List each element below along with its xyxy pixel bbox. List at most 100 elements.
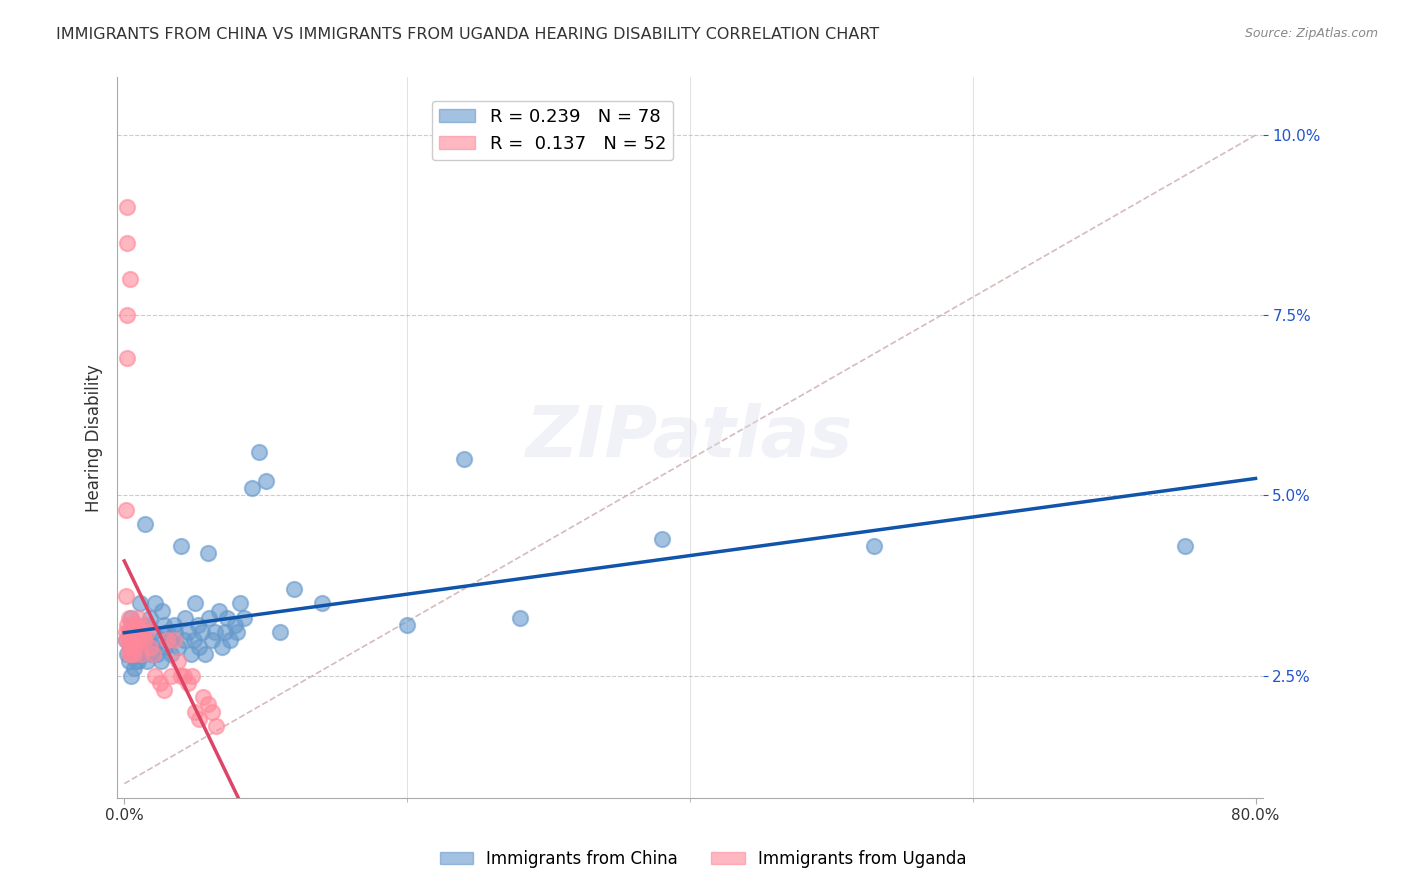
Immigrants from China <box>121 618 143 632</box>
Immigrants from China <box>129 647 152 661</box>
Immigrants from China <box>187 618 209 632</box>
Immigrants from China <box>211 640 233 654</box>
Immigrants from China <box>114 632 136 647</box>
Immigrants from China <box>233 611 256 625</box>
Immigrants from China <box>128 597 150 611</box>
Immigrants from China <box>156 625 179 640</box>
Immigrants from Uganda <box>141 647 163 661</box>
Immigrants from China <box>160 647 183 661</box>
Legend: R = 0.239   N = 78, R =  0.137   N = 52: R = 0.239 N = 78, R = 0.137 N = 52 <box>432 101 673 161</box>
Immigrants from Uganda <box>201 705 224 719</box>
Immigrants from China <box>122 625 145 640</box>
Immigrants from China <box>396 618 419 632</box>
Immigrants from Uganda <box>163 632 186 647</box>
Immigrants from Uganda <box>115 308 138 322</box>
Immigrants from Uganda <box>124 625 146 640</box>
Immigrants from China <box>167 640 190 654</box>
Immigrants from China <box>150 654 173 668</box>
Text: ZIPatlas: ZIPatlas <box>526 403 853 472</box>
Immigrants from Uganda <box>173 668 195 682</box>
Immigrants from China <box>152 604 174 618</box>
Immigrants from Uganda <box>181 668 204 682</box>
Immigrants from China <box>170 539 193 553</box>
Immigrants from China <box>180 647 202 661</box>
Immigrants from Uganda <box>128 632 150 647</box>
Immigrants from Uganda <box>132 632 155 647</box>
Immigrants from China <box>131 632 153 647</box>
Immigrants from China <box>311 597 333 611</box>
Immigrants from China <box>149 632 172 647</box>
Immigrants from China <box>120 668 142 682</box>
Immigrants from Uganda <box>134 618 156 632</box>
Immigrants from China <box>197 546 219 560</box>
Immigrants from Uganda <box>114 632 136 647</box>
Immigrants from China <box>135 654 157 668</box>
Immigrants from Uganda <box>115 351 138 366</box>
Immigrants from Uganda <box>125 618 148 632</box>
Immigrants from Uganda <box>145 668 167 682</box>
Immigrants from China <box>509 611 531 625</box>
Immigrants from China <box>229 597 252 611</box>
Immigrants from China <box>118 640 141 654</box>
Immigrants from Uganda <box>118 625 141 640</box>
Immigrants from China <box>125 640 148 654</box>
Immigrants from China <box>134 517 156 532</box>
Immigrants from China <box>173 632 195 647</box>
Immigrants from Uganda <box>120 618 142 632</box>
Immigrants from Uganda <box>118 640 141 654</box>
Immigrants from Uganda <box>156 632 179 647</box>
Immigrants from China <box>204 625 226 640</box>
Immigrants from China <box>208 604 231 618</box>
Immigrants from China <box>159 632 181 647</box>
Immigrants from China <box>191 625 214 640</box>
Immigrants from China <box>136 632 159 647</box>
Immigrants from Uganda <box>129 647 152 661</box>
Immigrants from Uganda <box>120 647 142 661</box>
Immigrants from China <box>240 481 263 495</box>
Immigrants from Uganda <box>114 625 136 640</box>
Immigrants from China <box>174 611 197 625</box>
Immigrants from Uganda <box>115 200 138 214</box>
Immigrants from Uganda <box>118 272 141 286</box>
Immigrants from China <box>117 625 139 640</box>
Immigrants from China <box>139 647 162 661</box>
Immigrants from Uganda <box>193 690 215 705</box>
Immigrants from China <box>121 647 143 661</box>
Immigrants from Uganda <box>120 632 142 647</box>
Immigrants from Uganda <box>170 668 193 682</box>
Immigrants from Uganda <box>115 236 138 251</box>
Immigrants from Uganda <box>205 719 228 733</box>
Immigrants from China <box>120 611 142 625</box>
Immigrants from Uganda <box>122 647 145 661</box>
Immigrants from China <box>124 632 146 647</box>
Y-axis label: Hearing Disability: Hearing Disability <box>86 364 103 512</box>
Immigrants from Uganda <box>127 611 149 625</box>
Immigrants from Uganda <box>117 625 139 640</box>
Immigrants from Uganda <box>184 705 207 719</box>
Immigrants from Uganda <box>121 625 143 640</box>
Immigrants from China <box>217 611 239 625</box>
Immigrants from China <box>125 647 148 661</box>
Immigrants from China <box>163 618 186 632</box>
Immigrants from Uganda <box>167 654 190 668</box>
Immigrants from Uganda <box>117 611 139 625</box>
Immigrants from Uganda <box>114 503 136 517</box>
Immigrants from Uganda <box>153 683 176 698</box>
Immigrants from China <box>127 654 149 668</box>
Immigrants from China <box>155 640 177 654</box>
Immigrants from China <box>224 618 246 632</box>
Text: IMMIGRANTS FROM CHINA VS IMMIGRANTS FROM UGANDA HEARING DISABILITY CORRELATION C: IMMIGRANTS FROM CHINA VS IMMIGRANTS FROM… <box>56 27 880 42</box>
Immigrants from Uganda <box>160 668 183 682</box>
Immigrants from China <box>177 625 200 640</box>
Immigrants from China <box>132 640 155 654</box>
Immigrants from China <box>165 625 187 640</box>
Immigrants from Uganda <box>135 625 157 640</box>
Immigrants from China <box>115 647 138 661</box>
Immigrants from China <box>214 625 236 640</box>
Immigrants from China <box>269 625 291 640</box>
Immigrants from Uganda <box>117 647 139 661</box>
Immigrants from China <box>142 640 165 654</box>
Immigrants from China <box>198 611 221 625</box>
Immigrants from China <box>194 647 217 661</box>
Immigrants from Uganda <box>149 675 172 690</box>
